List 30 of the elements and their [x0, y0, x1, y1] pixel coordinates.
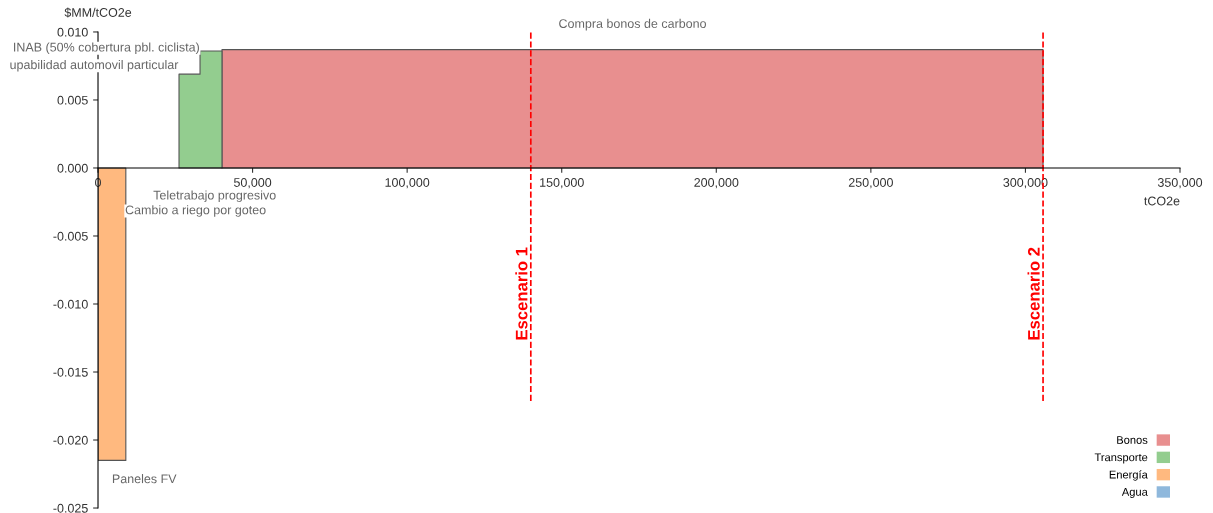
x-tick-label: 350,000	[1157, 178, 1203, 189]
x-axis-title: tCO2e	[1144, 196, 1180, 206]
y-axis-title: $MM/tCO2e	[64, 7, 132, 18]
ref-line-label: Escenario 1	[515, 247, 528, 340]
y-tick-label: -0.015	[53, 367, 88, 377]
x-tick-label: 100,000	[385, 178, 430, 189]
y-tick-label: -0.025	[53, 503, 88, 513]
annotation: Paneles FV	[112, 474, 177, 484]
legend-label: Energía	[1109, 470, 1148, 481]
x-tick-label: 150,000	[540, 178, 584, 189]
x-tick-label: 0	[95, 178, 101, 187]
annotation: Teletrabajo progresivo	[153, 190, 276, 203]
y-tick-label: 0.005	[57, 95, 88, 105]
y-tick-label: -0.005	[53, 231, 88, 241]
x-tick-label: 50,000	[233, 178, 272, 189]
ref-line-label: Escenario 2	[1027, 247, 1040, 340]
y-tick-label: 0.000	[57, 163, 88, 173]
legend-label: Transporte	[1094, 453, 1148, 464]
legend-label: Bonos	[1117, 436, 1148, 444]
legend-label: Agua	[1121, 488, 1148, 499]
annotation: INAB (50% cobertura pbl. ciclista)	[14, 42, 199, 55]
y-tick-label: -0.010	[53, 299, 88, 309]
x-tick-label: 300,000	[1003, 178, 1048, 189]
annotation: Compra bonos de carbono	[559, 18, 706, 31]
x-tick-label: 250,000	[848, 178, 893, 189]
y-tick-label: -0.020	[53, 435, 88, 445]
x-tick-label: 200,000	[694, 178, 739, 189]
annotation: upabilidad automovil particular	[10, 59, 179, 72]
annotation: Cambio a riego por goteo	[125, 205, 266, 217]
y-tick-label: 0.010	[57, 27, 88, 37]
